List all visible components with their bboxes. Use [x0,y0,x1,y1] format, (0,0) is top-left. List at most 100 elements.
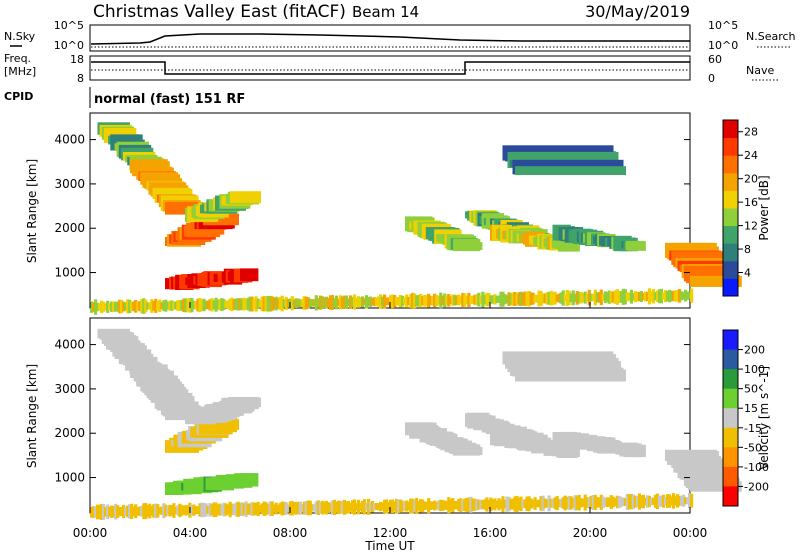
power-colorbar-tick-label: 16 [744,196,758,209]
velocity-echo-cell [383,499,387,514]
velocity-echo-cell [280,501,284,516]
velocity-colorbar-segment [723,369,738,390]
velocity-echo-cell [314,501,318,515]
velocity-echo-cell [116,505,120,518]
velocity-echo-cell [222,502,226,517]
power-echo-cell [647,288,652,305]
power-echo-cell [501,291,505,307]
power-echo-cell [425,295,429,307]
velocity-echo-cell [260,503,264,515]
velocity-echo-cell [178,503,182,518]
power-echo-cell [248,296,252,312]
velocity-echo-cell [403,501,407,511]
power-echo-cell [567,290,571,306]
velocity-echo-cell [595,497,599,508]
power-echo-cell [581,293,585,303]
power-colorbar-segment [723,172,738,191]
velocity-echo-cell [407,501,411,511]
power-colorbar-segments [723,120,738,297]
y-tick-label: 3000 [54,177,85,191]
velocity-echo-cell [515,369,626,382]
power-echo-cell [166,301,170,310]
velocity-echo-cell [372,503,377,511]
velocity-echo-cell [252,502,256,516]
power-echo-cell [565,290,569,306]
power-echo-cell [152,301,156,311]
velocity-echo-cell [401,500,405,512]
velocity-echo-cell [627,494,631,510]
velocity-echo-cell [573,495,577,511]
noise-panel-frame [89,24,691,52]
velocity-echo-cell [90,506,94,518]
power-echo-cell [684,289,688,302]
power-echo-cell [312,299,316,307]
power-echo-cell [358,297,363,307]
power-echo-cells [90,122,742,315]
velocity-echo-cell [242,503,246,516]
power-echo-cell [282,299,286,308]
power-echo-cell [613,290,617,304]
power-echo-cell [411,292,415,309]
power-echo-cell [661,292,666,300]
velocity-echo-cell [320,500,324,515]
power-echo-cell [678,289,682,303]
velocity-echo-cell [262,501,266,516]
power-echo-cell [136,301,140,311]
power-echo-cell [659,289,664,304]
velocity-echo-cell [108,506,112,517]
power-echo-cell [316,298,320,308]
power-echo-cell [591,294,595,301]
velocity-echo-cell [348,502,353,512]
velocity-echo-cell [377,503,381,511]
power-echo-cell [457,294,461,306]
power-echo-cell [525,291,529,306]
velocity-echo-cell [238,502,242,516]
velocity-colorbar-tick-label: -200 [744,480,769,493]
velocity-echo-cell [515,495,519,512]
velocity-echo-cell [218,503,222,516]
velocity-echo-cell [678,495,682,506]
power-echo-cell [126,299,130,314]
velocity-echo-cell [300,504,304,513]
power-echo-cell [372,297,377,307]
velocity-echo-cell [391,499,395,514]
power-echo-cell [352,294,357,310]
power-colorbar-tick-label: 4 [744,267,751,280]
velocity-echo-cell [212,502,216,518]
power-echo-cell [551,291,555,305]
power-echo-cell [655,290,660,303]
velocity-echo-cell [120,506,124,517]
power-echo-cell [627,293,631,301]
velocity-echo-cell [336,500,340,515]
velocity-echo-cell [350,500,355,514]
power-echo-cell [547,291,551,305]
velocity-echo-cell [501,496,505,513]
power-echo-cell [276,298,280,309]
velocity-echo-cell [366,498,371,515]
power-echo-cell [643,291,647,302]
power-echo-cell [334,295,338,310]
power-echo-cell [220,298,224,312]
freq-tick-bottom: 8 [77,72,84,85]
velocity-echo-cell [491,499,495,510]
velocity-echo-cell [481,500,485,509]
power-echo-cell [515,293,519,304]
power-echo-cell [182,298,186,313]
power-x-tick-marks [89,302,691,308]
power-echo-cell [489,295,493,304]
velocity-echo-cell [517,497,521,511]
power-echo-cell [639,291,643,302]
velocity-x-ticks: 00:00 04:00 08:00 12:00 16:00 20:00 00:00 [73,507,707,540]
velocity-echo-cell [216,504,220,515]
velocity-echo-cell [461,499,465,511]
velocity-echo-cell [617,496,621,508]
velocity-echo-cell [445,500,449,510]
velocity-echo-cell [130,503,134,519]
velocity-echo-cell [160,506,164,515]
power-echo-cell [138,301,142,312]
velocity-colorbar-segment [723,388,738,409]
velocity-echo-cell [356,499,361,515]
power-echo-cell [545,292,549,305]
power-echo-cell [455,295,459,305]
velocity-echo-cell [487,499,491,509]
